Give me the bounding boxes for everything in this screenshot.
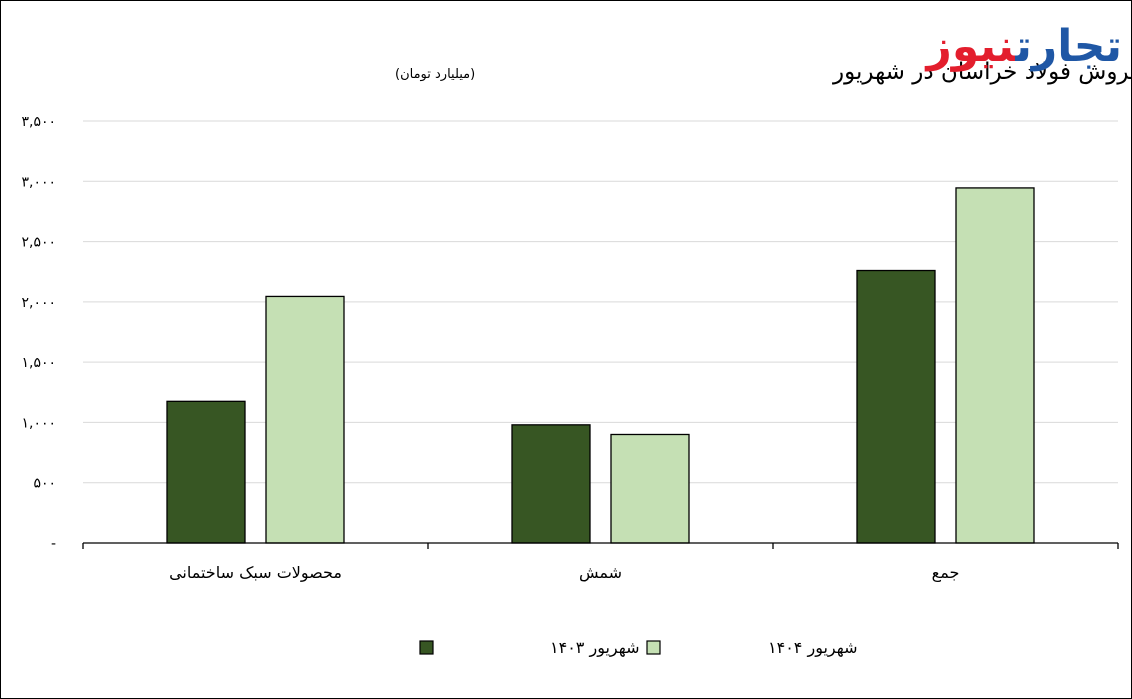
brand-logo: تجارتنیوز <box>926 18 1122 76</box>
y-axis-ticks: - ۵۰۰ ۱,۰۰۰ ۱,۵۰۰ ۲,۰۰۰ ۲,۵۰۰ ۳,۰۰۰ ۳,۵۰۰ <box>21 114 56 552</box>
y-tick-label: ۱,۰۰۰ <box>21 415 56 431</box>
y-tick-label: - <box>51 536 56 552</box>
bar-series1 <box>856 269 936 544</box>
y-tick-label: ۵۰۰ <box>33 476 56 492</box>
y-tick-label: ۱,۵۰۰ <box>21 355 56 371</box>
legend-label: شهریور ۱۴۰۳ <box>550 638 640 658</box>
x-category-label: محصولات سبک ساختمانی <box>169 563 342 583</box>
y-tick-label: ۲,۰۰۰ <box>21 295 56 311</box>
legend-swatch <box>646 640 661 655</box>
bar-series1 <box>166 400 246 544</box>
legend: شهریور ۱۴۰۳ شهریور ۱۴۰۴ <box>419 638 858 658</box>
chart-unit-label: (میلیارد تومان) <box>395 67 475 82</box>
y-tick-label: ۳,۵۰۰ <box>21 114 56 130</box>
x-category-label: جمع <box>932 563 960 583</box>
legend-swatch <box>419 640 434 655</box>
x-category-label: شمش <box>579 563 622 583</box>
bars <box>166 187 1035 544</box>
gridlines <box>83 120 1118 484</box>
y-tick-label: ۳,۰۰۰ <box>21 174 56 190</box>
bar-series2 <box>610 433 690 544</box>
x-axis <box>82 542 1119 549</box>
brand-logo-blue: تجارت <box>1015 21 1122 72</box>
chart-title: درآمد فروش فولاد خراسان در شهریور <box>832 57 1132 85</box>
bar-series2 <box>955 187 1035 544</box>
y-tick-label: ۲,۵۰۰ <box>21 235 56 251</box>
x-axis-labels: محصولات سبک ساختمانی شمش جمع <box>169 563 959 583</box>
bar-series2 <box>265 295 345 544</box>
bar-series1 <box>511 424 591 544</box>
brand-logo-red: نیوز <box>926 21 1016 72</box>
legend-label: شهریور ۱۴۰۴ <box>768 638 858 658</box>
